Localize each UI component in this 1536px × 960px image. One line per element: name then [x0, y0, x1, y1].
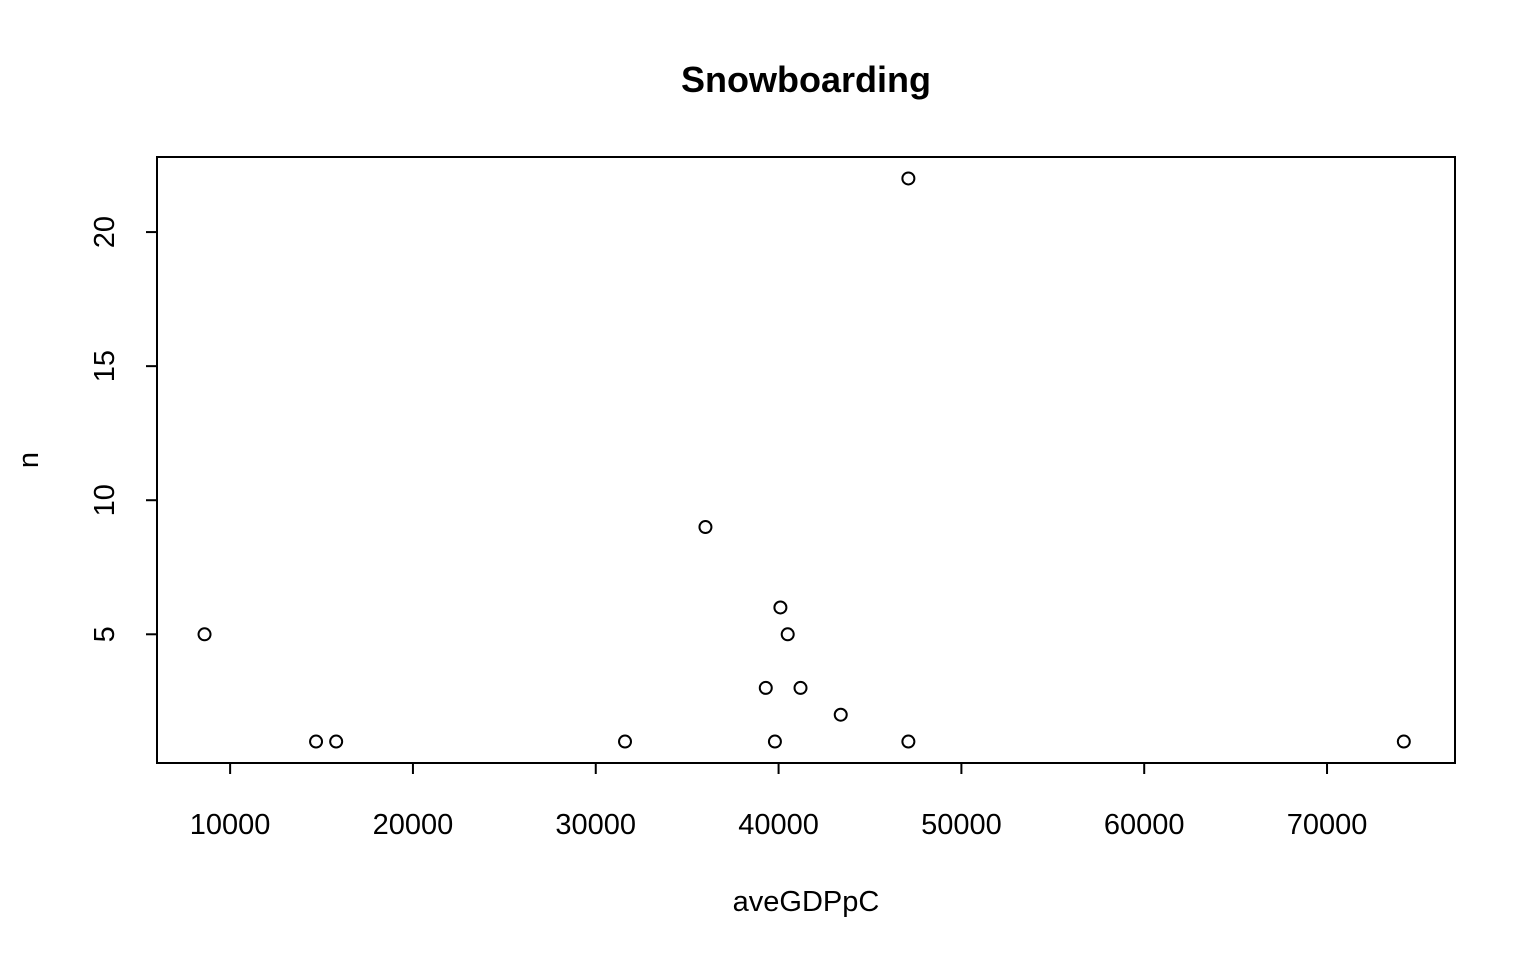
- x-tick-label: 30000: [555, 809, 636, 841]
- data-point: [901, 734, 916, 749]
- data-point: [833, 707, 848, 722]
- data-point: [767, 734, 782, 749]
- x-tick-label: 70000: [1287, 809, 1368, 841]
- data-point: [758, 680, 773, 695]
- x-tick-label: 40000: [738, 809, 819, 841]
- x-axis: 10000 20000 30000 40000 50000 60000 70000: [190, 762, 1368, 841]
- data-point: [197, 627, 212, 642]
- data-point: [773, 600, 788, 615]
- data-point: [618, 734, 633, 749]
- data-point: [793, 680, 808, 695]
- data-point: [309, 734, 324, 749]
- y-tick-label: 15: [89, 350, 121, 382]
- plot-frame: [156, 156, 1456, 764]
- x-axis-label: aveGDPpC: [733, 886, 880, 918]
- x-tick-label: 60000: [1104, 809, 1185, 841]
- x-tick-label: 20000: [373, 809, 454, 841]
- chart-title: Snowboarding: [681, 59, 931, 100]
- data-point: [780, 627, 795, 642]
- data-point: [901, 171, 916, 186]
- y-axis: 5 10 15 20: [89, 216, 158, 642]
- data-points: [197, 171, 1411, 749]
- y-tick-label: 20: [89, 216, 121, 248]
- data-point: [329, 734, 344, 749]
- y-tick-label: 5: [89, 626, 121, 642]
- x-tick-label: 50000: [921, 809, 1002, 841]
- y-axis-label: n: [13, 452, 45, 468]
- data-point: [1396, 734, 1411, 749]
- x-tick-label: 10000: [190, 809, 271, 841]
- y-tick-label: 10: [89, 484, 121, 516]
- data-point: [698, 520, 713, 535]
